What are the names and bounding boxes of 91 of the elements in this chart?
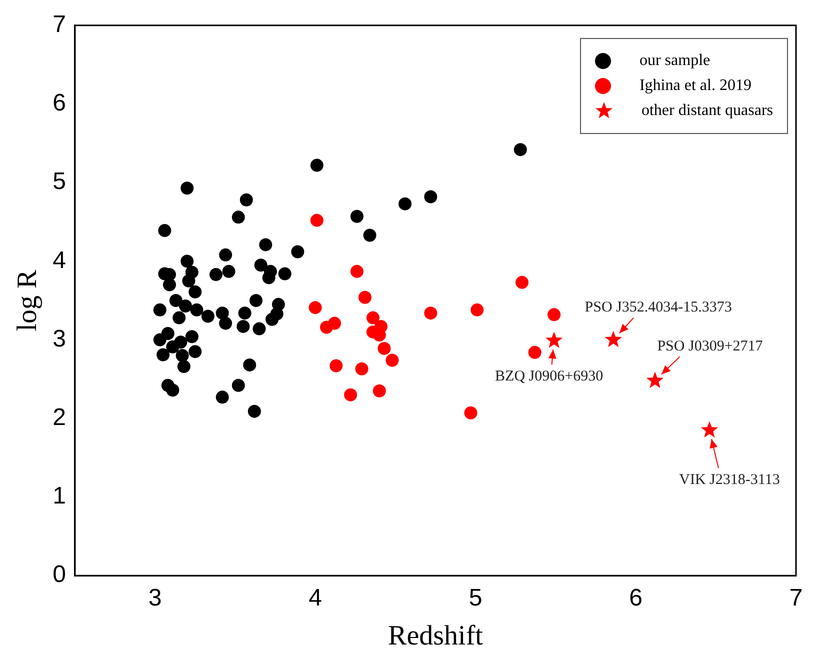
point [240,193,253,206]
point [179,300,192,312]
point [219,248,232,262]
point [386,354,399,367]
point [188,345,202,358]
x-tick-label: 4 [308,584,322,612]
point [516,276,528,289]
point [424,306,438,320]
point [310,158,324,172]
point [216,390,229,404]
point [172,311,186,324]
point [177,360,190,374]
point [350,264,364,278]
point [250,294,263,307]
point [243,358,256,372]
point [238,306,252,320]
x-tick-label: 7 [789,584,803,612]
point [366,311,380,324]
point [153,303,166,316]
y-tick-label: 7 [52,11,66,38]
point [201,310,214,323]
point [464,406,478,420]
point [188,285,202,298]
point [604,330,622,348]
y-tick-label: 5 [52,168,66,196]
point [470,303,484,316]
point [310,214,324,227]
point [236,320,250,333]
point [328,316,342,330]
point [254,258,268,272]
point [358,290,372,304]
point [166,340,180,354]
x-tick-label: 3 [148,584,162,612]
legend-label: our sample [639,52,710,70]
point [398,197,412,210]
y-axis-title: log R [12,269,44,332]
point [219,316,232,330]
point [330,359,343,372]
point [248,404,261,418]
point [209,268,222,282]
annotation: PSO J352.4034-15.3373 [584,300,732,316]
point [176,349,189,362]
point [291,245,304,258]
point [158,224,172,238]
point [545,332,563,348]
point [548,308,561,322]
point [308,301,322,314]
point [185,330,198,344]
y-tick-label: 6 [52,90,66,117]
point [232,210,245,224]
point [528,346,542,359]
point [216,306,229,320]
point [222,264,236,278]
point [424,190,438,204]
x-tick-label: 5 [468,584,482,612]
point [259,238,272,252]
point [646,372,664,388]
y-tick-label: 1 [52,482,66,510]
annotation: PSO J0309+2717 [657,338,764,355]
y-tick-label: 2 [52,404,66,432]
point [166,384,180,397]
point [372,384,386,398]
point [266,312,279,326]
legend-label: other distant quasars [641,102,773,120]
point [182,274,196,288]
point [700,421,718,438]
legend-label: Ighina et al. 2019 [639,77,752,95]
point [355,362,368,376]
x-axis-title: Redshift [388,620,484,652]
y-tick-label: 4 [52,246,66,274]
point [363,228,376,242]
point [169,294,182,307]
y-tick-label: 3 [52,325,66,352]
point [350,210,364,223]
point [232,378,245,392]
point [252,322,266,336]
point [378,342,391,355]
point [161,327,174,340]
annotation: BZQ J0906+6930 [495,368,604,385]
annotation: VIK J2318-3113 [679,472,780,488]
point [180,182,194,195]
point [514,143,527,156]
point [156,348,170,362]
point [262,271,276,284]
y-tick-label: 0 [52,561,66,588]
point [278,267,292,280]
x-tick-label: 6 [629,584,642,612]
point [162,278,176,292]
point [180,254,194,268]
point [344,388,358,402]
point [190,303,204,316]
